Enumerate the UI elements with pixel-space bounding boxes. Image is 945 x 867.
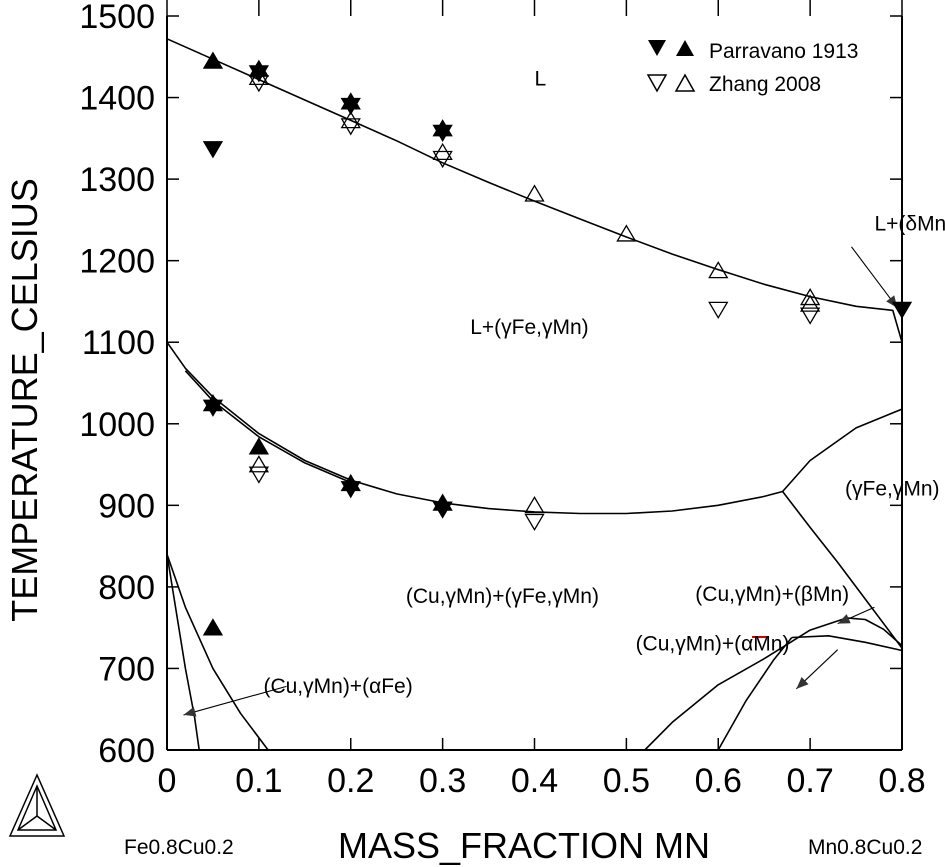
alpha-fe-right-line (166, 554, 269, 751)
beta-dome-line (644, 617, 903, 751)
y-tick-label: 1400 (79, 80, 155, 118)
filled-up-triangle-marker (432, 119, 453, 137)
filled-up-triangle-marker (432, 493, 453, 511)
filled-up-triangle-marker (202, 394, 224, 412)
solidus-lower-line (184, 370, 352, 484)
x-tick-label: 0.5 (603, 762, 650, 800)
open-up-triangle-marker (432, 142, 453, 161)
phase-label: (Cu,γMn)+(αFe) (263, 675, 412, 698)
x-tick-label: 0.8 (878, 762, 925, 800)
filled-up-triangle-marker (202, 618, 224, 636)
software-logo (8, 773, 66, 837)
y-tick-label: 900 (98, 487, 155, 525)
beta-alpha-boundary-line (717, 636, 793, 751)
y-tick-label: 800 (98, 569, 155, 607)
open-down-triangle-marker (799, 307, 821, 325)
filled-down-triangle-marker (202, 141, 224, 159)
legend-open-down-triangle-icon (646, 74, 668, 93)
open-up-triangle-marker (248, 67, 270, 86)
annotation-arrow (851, 246, 898, 309)
x-right-endpoint-label: Mn0.8Cu0.2 (808, 836, 922, 859)
open-up-triangle-marker (524, 495, 545, 514)
open-up-triangle-marker (799, 294, 821, 312)
x-tick-label: 0.1 (235, 762, 282, 800)
liquidus-line (166, 38, 903, 343)
y-tick-label: 1100 (82, 324, 155, 362)
phase-label: (Cu,γMn)+(βMn) (695, 583, 849, 606)
open-up-triangle-marker (524, 184, 545, 202)
x-tick-label: 0.2 (327, 762, 374, 800)
y-tick-label: 1500 (79, 0, 155, 36)
filled-up-triangle-marker (202, 51, 224, 69)
phase-label: (γFe,γMn) (845, 478, 940, 501)
alpha-fe-left-line (166, 554, 200, 751)
open-up-triangle-marker (340, 111, 361, 129)
arrow-head (183, 706, 197, 717)
open-up-triangle-marker (799, 287, 821, 306)
phase-label: (Cu,γMn)+(αMn) (636, 633, 790, 656)
open-down-triangle-marker (708, 301, 729, 319)
x-tick-label: 0.7 (786, 762, 833, 800)
legend-open-up-triangle-icon (674, 73, 696, 92)
x-left-endpoint-label: Fe0.8Cu0.2 (124, 836, 234, 859)
gamma-boundary-lower-line (781, 491, 903, 649)
legend: Parravano 1913 Zhang 2008 (646, 40, 858, 96)
y-axis-title: TEMPERATURE_CELSIUS (4, 178, 45, 621)
annotation-arrow (183, 685, 287, 716)
arrow-head (796, 676, 809, 689)
phase-labels: L L+(δMn) L+(γFe,γMn) (γFe,γMn) (Cu,γMn)+(γF… (263, 67, 945, 698)
open-up-triangle-marker (708, 261, 729, 279)
x-axis-title: MASS_FRACTION MN (338, 825, 710, 866)
phase-label: L (535, 67, 547, 90)
solidus-upper-line (166, 341, 783, 515)
y-tick-label: 1200 (79, 243, 155, 281)
y-tick-label: 700 (98, 650, 155, 688)
open-down-triangle-marker (248, 466, 270, 484)
y-tick-label: 600 (98, 732, 155, 770)
legend-label-parravano: Parravano 1913 (709, 40, 858, 63)
open-down-triangle-marker (248, 75, 270, 93)
open-down-triangle-marker (524, 513, 545, 532)
legend-filled-down-triangle-icon (648, 40, 666, 56)
data-markers (202, 51, 913, 636)
arrow-head (837, 614, 851, 624)
x-tick-label: 0.4 (511, 762, 558, 800)
phase-boundary-lines (166, 38, 903, 751)
y-tick-label: 1300 (79, 161, 155, 199)
filled-up-triangle-marker (340, 92, 361, 110)
phase-label: L+(δMn) (874, 212, 945, 235)
open-up-triangle-marker (248, 455, 270, 473)
y-tick-label: 1000 (79, 406, 155, 444)
phase-label: (Cu,γMn)+(γFe,γMn) (406, 585, 599, 608)
x-tick-label: 0 (158, 762, 177, 800)
filled-up-triangle-marker (340, 473, 361, 492)
x-tick-label: 0.6 (695, 762, 742, 800)
legend-filled-up-triangle-icon (676, 40, 694, 56)
x-tick-label: 0.3 (419, 762, 466, 800)
open-down-triangle-marker (340, 118, 361, 136)
gamma-boundary-upper-line (782, 408, 903, 493)
annotation-arrows (183, 246, 898, 717)
legend-label-zhang: Zhang 2008 (709, 73, 821, 96)
alpha-boundary-line (791, 634, 903, 652)
open-up-triangle-marker (616, 224, 637, 242)
axes-frame: 0 0.1 0.2 0.3 0.4 0.5 0.6 0.7 0.8 600 700 800 900 100… (79, 0, 926, 800)
phase-label: L+(γFe,γMn) (470, 316, 588, 339)
filled-up-triangle-marker (248, 437, 270, 455)
